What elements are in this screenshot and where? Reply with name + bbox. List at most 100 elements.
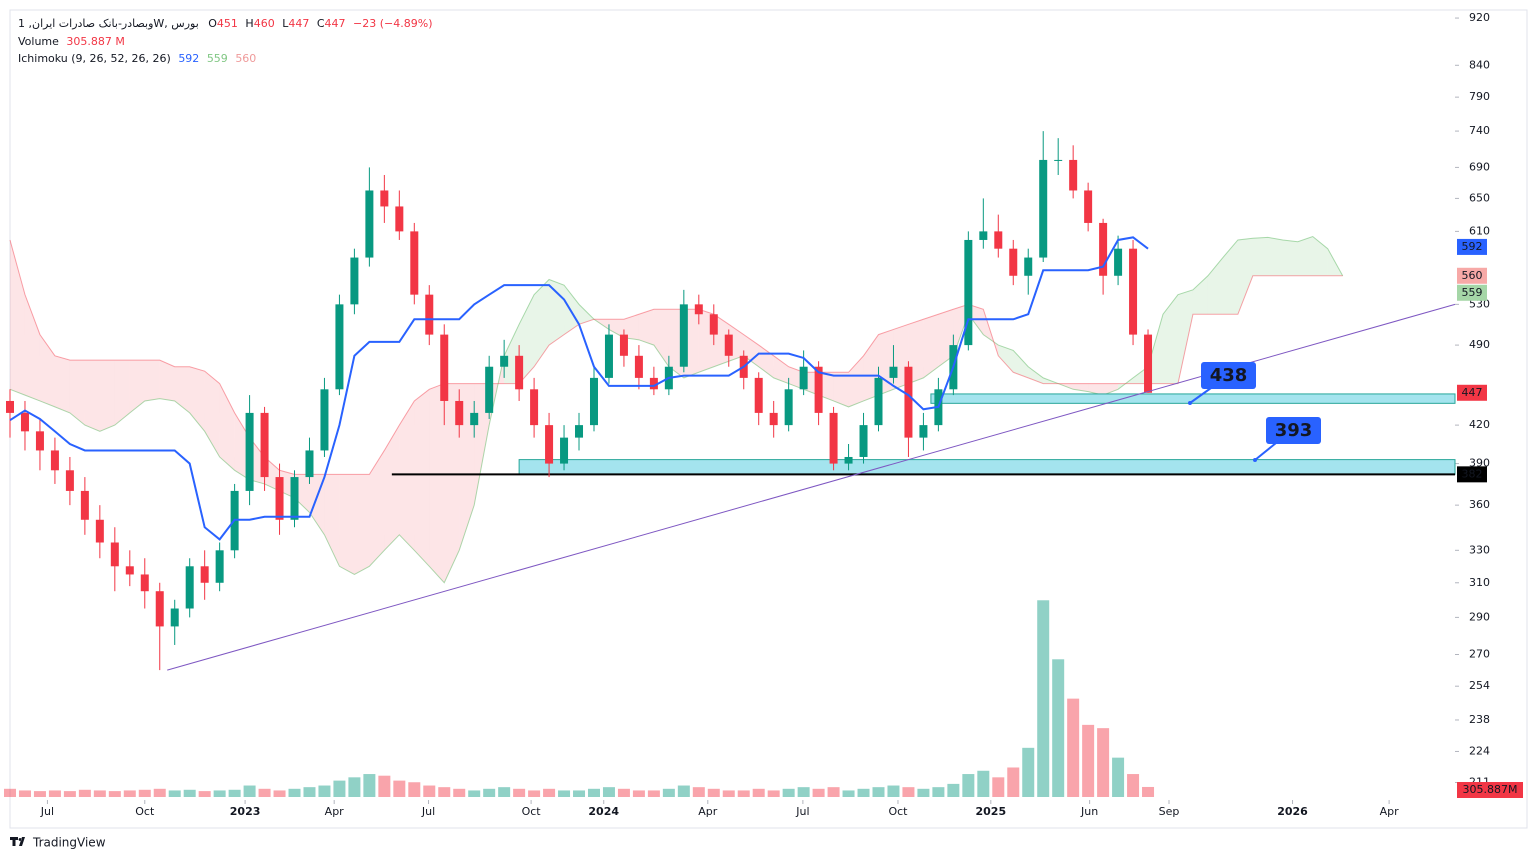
- volume-bar: [138, 789, 151, 797]
- volume-bar: [1052, 659, 1065, 797]
- candle-body: [964, 239, 973, 346]
- x-tick-label: Jul: [421, 805, 435, 818]
- candle-body: [185, 566, 194, 609]
- volume-bar: [737, 790, 750, 797]
- volume-bar: [947, 783, 960, 797]
- volume-bar: [258, 788, 271, 797]
- cloud: [489, 355, 505, 426]
- ichimoku-lead_a: [9, 235, 1344, 584]
- y-tick-label: 360: [1469, 498, 1490, 511]
- ichimoku-label: Ichimoku (9, 26, 52, 26, 26): [18, 52, 171, 65]
- candle-body: [619, 334, 628, 356]
- cloud: [593, 319, 609, 330]
- ohlc-label: O: [208, 17, 217, 30]
- callout-label: 393: [1275, 420, 1313, 441]
- volume-bar: [662, 788, 675, 797]
- volume-bar: [722, 790, 735, 797]
- x-tick-label: 2023: [230, 805, 261, 818]
- price-badge-label: 382: [1462, 467, 1483, 480]
- cloud: [69, 360, 85, 426]
- volume-bar: [543, 788, 556, 797]
- volume-bar: [842, 790, 855, 797]
- volume-bar: [183, 789, 196, 797]
- candle-body: [889, 366, 898, 378]
- callout-arrow: [1189, 387, 1212, 404]
- volume-bar: [378, 775, 391, 797]
- volume-bar: [1022, 747, 1035, 797]
- price-badge-label: 447: [1462, 386, 1483, 399]
- cloud: [39, 334, 55, 407]
- volume-bar: [812, 788, 825, 797]
- volume-bar: [363, 774, 376, 797]
- candle-body: [709, 314, 718, 335]
- volume-label: Volume: [18, 35, 59, 48]
- price-badge: [1457, 284, 1487, 301]
- volume-bar: [423, 785, 436, 797]
- candle-body: [769, 412, 778, 426]
- cloud: [429, 383, 445, 583]
- volume-bar: [498, 787, 511, 797]
- volume-bar: [992, 777, 1005, 797]
- candle-body: [125, 566, 134, 575]
- x-tick-label: 2026: [1277, 805, 1308, 818]
- cloud: [114, 360, 130, 426]
- candle-body: [1024, 257, 1033, 276]
- volume-bar: [857, 788, 870, 797]
- price-badge: [1457, 466, 1487, 483]
- volume-bar: [677, 785, 690, 797]
- candle-body: [919, 425, 928, 438]
- volume-bar: [273, 790, 286, 797]
- candle-body: [425, 294, 434, 335]
- cloud: [84, 360, 100, 432]
- x-tick-label: Oct: [522, 805, 542, 818]
- candle-body: [1099, 222, 1108, 276]
- y-tick-label: 270: [1469, 647, 1490, 660]
- callout-tip: [1188, 401, 1192, 405]
- cloud: [1013, 350, 1029, 378]
- ohlc-value: 447: [325, 17, 346, 30]
- candle-body: [560, 437, 569, 464]
- candle-body: [1054, 159, 1063, 161]
- y-tick-label: 610: [1469, 224, 1490, 237]
- volume-bar: [1067, 698, 1080, 797]
- volume-bar: [153, 788, 166, 797]
- candle-body: [350, 257, 359, 305]
- volume-bar: [123, 790, 136, 797]
- candle-body: [634, 355, 643, 378]
- plot: 9208407907406906506105304904203903603303…: [4, 11, 1523, 818]
- volume-bar: [707, 788, 720, 797]
- x-tick-label: Apr: [698, 805, 718, 818]
- callout-label: 438: [1210, 365, 1248, 386]
- volume-badge-label: 305.887M: [1463, 783, 1518, 796]
- volume-bar: [303, 787, 316, 797]
- volume-bar: [1112, 757, 1125, 797]
- cloud: [174, 366, 190, 413]
- volume-bar: [1082, 724, 1095, 797]
- cloud: [1252, 237, 1268, 276]
- cloud: [564, 285, 580, 335]
- price-badge-label: 592: [1462, 240, 1483, 253]
- candle-body: [814, 366, 823, 413]
- candle-body: [110, 542, 119, 567]
- candle-body: [545, 425, 554, 464]
- candle-body: [290, 477, 299, 520]
- volume-bar: [977, 770, 990, 797]
- volume-bar: [1142, 786, 1155, 797]
- price-badge-label: 559: [1462, 286, 1483, 299]
- ohlc-value: 447: [288, 17, 309, 30]
- volume-bar: [33, 791, 46, 797]
- candle-body: [859, 425, 868, 457]
- volume-bar: [617, 788, 630, 797]
- candle-body: [50, 450, 59, 471]
- ichimoku-line: [9, 236, 1149, 541]
- cloud: [339, 474, 355, 575]
- ohlc-value: 451: [217, 17, 238, 30]
- price-badge-label: 560: [1462, 269, 1483, 282]
- volume-bar: [348, 777, 361, 797]
- candle-body: [335, 304, 344, 390]
- volume-bar: [318, 785, 331, 797]
- candle-body: [200, 566, 209, 583]
- callout-box: [1201, 362, 1256, 389]
- cloud: [653, 309, 669, 367]
- candle-body: [784, 389, 793, 426]
